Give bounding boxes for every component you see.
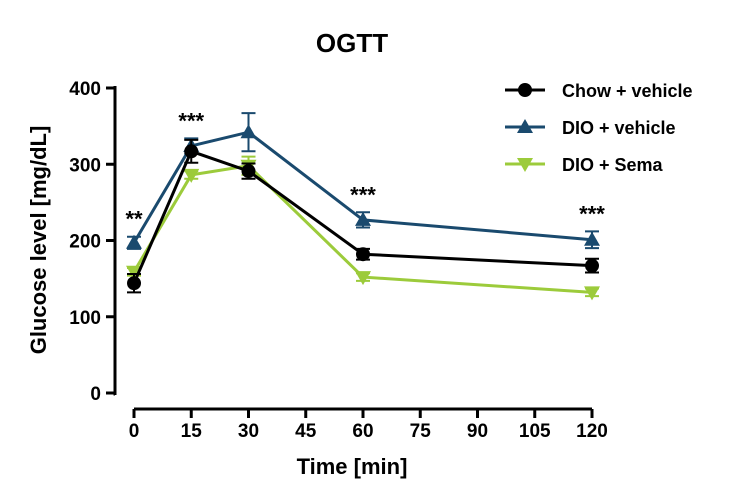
y-tick-label: 300 — [69, 155, 101, 176]
triangle-down-marker — [126, 265, 142, 280]
circle-marker — [585, 258, 599, 273]
triangle-up-marker — [584, 231, 600, 246]
triangle-up-marker — [355, 211, 371, 226]
significance-annotation: *** — [350, 182, 376, 207]
x-tick-label: 120 — [576, 421, 608, 442]
x-tick-label: 45 — [295, 421, 317, 442]
legend-label: Chow + vehicle — [562, 81, 693, 101]
triangle-down-marker — [584, 286, 600, 301]
circle-marker — [518, 83, 532, 97]
y-axis-label: Glucose level [mg/dL] — [26, 126, 51, 355]
legend-item: DIO + vehicle — [505, 118, 676, 138]
triangle-down-marker — [183, 168, 200, 183]
significance-annotation: ** — [125, 207, 143, 232]
y-tick-label: 0 — [90, 384, 101, 405]
circle-marker — [356, 247, 370, 262]
circle-marker — [184, 144, 199, 159]
x-tick-label: 75 — [410, 421, 432, 442]
y-tick-label: 100 — [69, 308, 101, 329]
triangle-down-marker — [355, 271, 371, 286]
legend-label: DIO + Sema — [562, 155, 664, 175]
triangle-up-marker — [517, 119, 533, 133]
x-tick-label: 0 — [129, 421, 140, 442]
x-tick-label: 15 — [181, 421, 203, 442]
triangle-down-marker — [517, 158, 533, 172]
x-tick-label: 30 — [238, 421, 259, 442]
x-tick-label: 60 — [352, 421, 373, 442]
chart-title: OGTT — [316, 28, 388, 58]
legend-label: DIO + vehicle — [562, 118, 676, 138]
y-tick-label: 400 — [69, 79, 101, 100]
series-dio-vehicle — [126, 112, 600, 250]
circle-marker — [241, 164, 256, 179]
x-tick-label: 90 — [467, 421, 488, 442]
significance-annotation: *** — [579, 201, 605, 226]
triangle-up-marker — [126, 234, 142, 249]
triangle-up-marker — [240, 124, 257, 139]
series-chow-vehicle — [127, 138, 599, 294]
y-tick-label: 200 — [69, 232, 101, 253]
legend-item: Chow + vehicle — [505, 81, 693, 101]
circle-marker — [127, 276, 141, 291]
x-axis-label: Time [min] — [297, 454, 408, 479]
x-tick-label: 105 — [519, 421, 551, 442]
significance-annotation: *** — [178, 108, 204, 133]
legend-item: DIO + Sema — [505, 155, 664, 175]
